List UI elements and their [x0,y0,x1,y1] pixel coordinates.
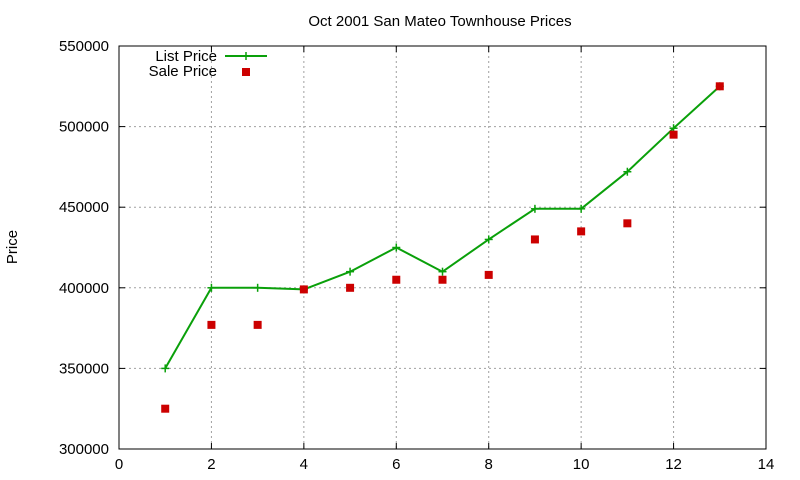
list-price-marker [530,204,539,213]
sale-price-marker [484,270,493,279]
list-price-marker [484,235,493,244]
list-price-marker [161,364,170,373]
y-tick-label: 550000 [59,38,109,55]
sale-price-marker [346,283,355,292]
axes [118,45,767,450]
sale-price-marker [253,320,262,329]
y-axis-label: Price [4,230,21,264]
sale-price-marker [438,275,447,284]
chart-title: Oct 2001 San Mateo Townhouse Prices [308,13,571,30]
x-tick-label: 8 [485,456,493,473]
legend-swatch-sale-price-marker [242,68,250,76]
x-tick-label: 0 [115,456,123,473]
x-tick-label: 4 [300,456,308,473]
sale-price-marker [392,275,401,284]
list-price-marker [623,167,632,176]
list-price-marker [577,204,586,213]
legend-label-list-price: List Price [155,48,217,65]
tick-labels: 0 2 4 6 8 10 12 14 300000 350000 400000 450000 50000… [59,38,774,473]
y-tick-label: 350000 [59,360,109,377]
legend-label-sale-price: Sale Price [149,63,217,80]
sale-price-marker [715,82,724,91]
sale-price-marker [207,320,216,329]
sale-price-marker [530,235,539,244]
y-tick-label: 500000 [59,119,109,136]
y-tick-label: 300000 [59,441,109,458]
sale-price-marker [161,404,170,413]
x-tick-label: 12 [665,456,682,473]
list-price-marker [392,243,401,252]
legend: List Price Sale Price [149,48,267,80]
x-tick-label: 14 [758,456,775,473]
plot-border [118,45,767,450]
list-price-marker [207,283,216,292]
y-tick-label: 400000 [59,280,109,297]
x-tick-label: 2 [207,456,215,473]
y-tick-label: 450000 [59,199,109,216]
list-price-marker [253,283,262,292]
list-price-marker [438,267,447,276]
legend-swatch-list-price-marker [242,52,250,60]
series [161,82,724,413]
sale-price-marker [623,219,632,228]
grid [119,46,766,449]
sale-price-marker [577,227,586,236]
sale-price-marker [669,130,678,139]
sale-price-marker [299,285,308,294]
list-price-marker [346,267,355,276]
x-tick-label: 6 [392,456,400,473]
x-tick-label: 10 [573,456,590,473]
